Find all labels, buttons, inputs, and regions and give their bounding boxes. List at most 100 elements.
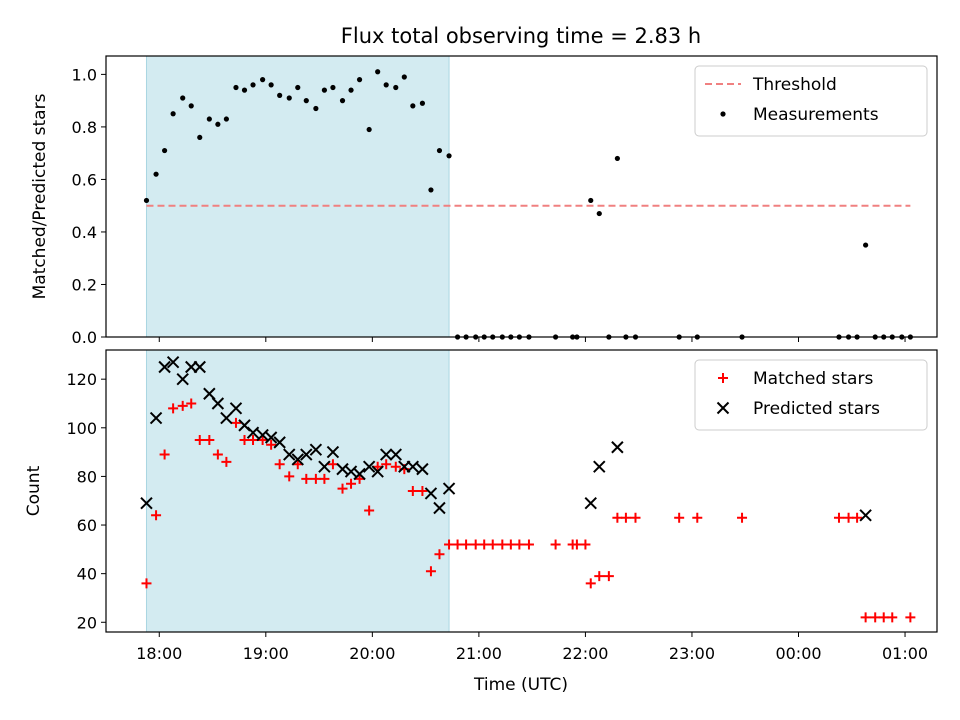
data-point (257, 434, 268, 445)
ratio-panel: 0.0 0.2 0.4 0.6 0.8 1.0 Matched/Predicted star… (30, 55, 938, 347)
data-point (419, 100, 426, 106)
data-point (381, 459, 392, 470)
data-point (140, 496, 153, 510)
series-measurements (143, 69, 913, 340)
data-point (166, 355, 180, 369)
data-point (310, 473, 321, 484)
data-point (193, 360, 206, 374)
data-point (833, 512, 844, 523)
data-point (170, 111, 176, 117)
y-tick-label: 0.0 (72, 328, 97, 347)
x-tick-labels: 18:00 19:00 20:00 21:00 22:00 23:00 00:00 01:00 (136, 644, 928, 663)
axes-frame (105, 349, 938, 633)
y-tick-label: 0.6 (72, 170, 97, 189)
data-point (390, 461, 401, 472)
data-point (260, 77, 266, 83)
data-point (204, 434, 215, 445)
data-point (372, 461, 383, 472)
data-point (514, 539, 525, 550)
data-point (248, 434, 259, 445)
data-point (603, 571, 614, 582)
data-point (330, 84, 336, 91)
data-point (523, 539, 534, 550)
data-point (371, 465, 384, 478)
data-point (291, 453, 304, 466)
data-point (852, 512, 863, 523)
data-point (348, 87, 354, 93)
x-tick-label: 18:00 (136, 644, 182, 663)
axes-frame (105, 55, 938, 338)
data-point (277, 92, 283, 98)
data-point (433, 501, 446, 515)
data-point (168, 403, 179, 414)
data-point (444, 539, 455, 550)
legend: Threshold Measurements (694, 65, 928, 137)
data-point (354, 473, 365, 484)
y-axis-label: Matched/Predicted stars (30, 93, 50, 299)
data-point (346, 478, 357, 489)
data-point (620, 512, 631, 523)
data-point (211, 397, 225, 410)
data-point (141, 578, 152, 589)
x-tick-label: 00:00 (775, 644, 821, 663)
data-point (452, 539, 463, 550)
data-point (692, 512, 703, 523)
data-point (220, 411, 233, 425)
data-point (229, 402, 243, 415)
data-point (159, 449, 170, 460)
data-point (870, 612, 881, 623)
data-point (588, 197, 594, 204)
data-point (318, 460, 331, 473)
legend-swatch (718, 373, 728, 383)
data-point (424, 487, 438, 500)
data-point (286, 95, 292, 101)
data-point (327, 459, 338, 470)
data-point (321, 87, 328, 93)
data-point (375, 69, 381, 75)
data-point (268, 82, 274, 88)
data-point (295, 84, 301, 91)
y-tick-label: 20 (77, 613, 97, 632)
data-point (266, 439, 277, 450)
data-point (550, 539, 561, 550)
y-tick-label: 40 (77, 565, 97, 584)
x-axis-label: Time (UTC) (473, 675, 568, 695)
data-point (149, 411, 163, 425)
legend-swatch (716, 401, 730, 415)
data-point (596, 210, 602, 217)
legend: Matched stars Predicted stars (694, 359, 928, 431)
data-point (442, 482, 456, 495)
data-point (186, 398, 197, 409)
data-point (737, 512, 748, 523)
x-tick-label: 22:00 (562, 644, 608, 663)
data-point (212, 449, 223, 460)
data-point (158, 360, 171, 374)
data-point (461, 539, 472, 550)
data-point (379, 448, 393, 461)
data-point (428, 187, 434, 193)
data-point (309, 443, 323, 456)
legend-label: Predicted stars (753, 399, 880, 419)
data-point (593, 460, 606, 473)
data-point (177, 400, 188, 411)
data-point (300, 448, 313, 461)
data-point (417, 486, 428, 496)
data-point (223, 116, 229, 122)
data-point (292, 459, 303, 470)
data-point (571, 539, 582, 550)
data-point (479, 539, 490, 550)
data-point (487, 539, 498, 550)
data-point (364, 505, 375, 516)
data-point (383, 82, 389, 88)
data-point (319, 473, 330, 484)
y-tick-label: 80 (77, 467, 97, 486)
data-point (594, 571, 605, 582)
x-tick-label: 21:00 (456, 644, 502, 663)
data-point (585, 578, 596, 589)
chart-title: Flux total observing time = 2.83 h (341, 24, 701, 48)
legend-label: Measurements (753, 105, 879, 125)
x-tick-label: 01:00 (882, 644, 928, 663)
legend-box (694, 359, 928, 431)
x-tick-label: 23:00 (669, 644, 715, 663)
data-point (313, 105, 319, 112)
